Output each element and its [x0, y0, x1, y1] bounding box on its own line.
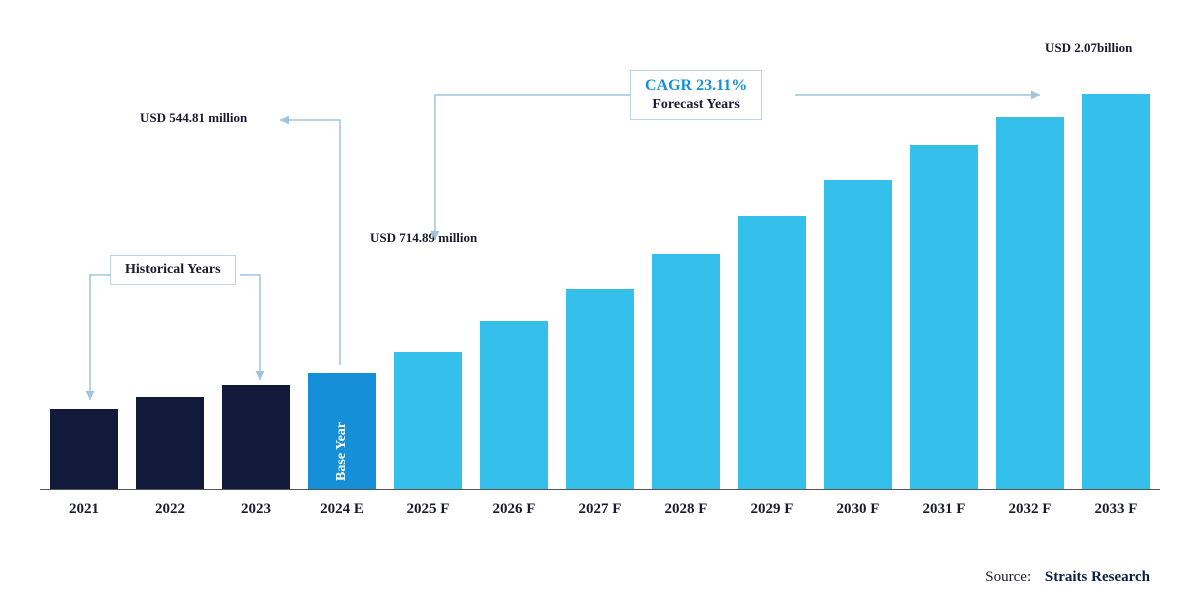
x-label-2029f: 2029 F	[751, 501, 794, 518]
bar-slot-2029f: 2029 F	[738, 70, 806, 489]
x-label-2028f: 2028 F	[665, 501, 708, 518]
x-label-2027f: 2027 F	[579, 501, 622, 518]
bar-2026f	[480, 321, 548, 489]
callout-2023: USD 544.81 million	[140, 110, 247, 126]
x-label-2025f: 2025 F	[407, 501, 450, 518]
bar-2029f	[738, 216, 806, 489]
bar-2022	[136, 397, 204, 489]
bar-slot-2028f: 2028 F	[652, 70, 720, 489]
bar-2031f	[910, 145, 978, 489]
bar-slot-2025f: 2025 F	[394, 70, 462, 489]
bar-2023	[222, 385, 290, 489]
callout-2025: USD 714.89 million	[370, 230, 477, 246]
x-label-2026f: 2026 F	[493, 501, 536, 518]
bar-2033f	[1082, 94, 1150, 489]
bar-2021	[50, 409, 118, 489]
cagr-label: CAGR 23.11%	[645, 77, 747, 95]
bar-2027f	[566, 289, 634, 489]
bar-slot-2031f: 2031 F	[910, 70, 978, 489]
bar-2030f	[824, 180, 892, 489]
bar-slot-2026f: 2026 F	[480, 70, 548, 489]
forecast-years-label: Forecast Years	[645, 97, 747, 113]
x-label-2031f: 2031 F	[923, 501, 966, 518]
chart-area: 202120222023Base Year2024 E2025 F2026 F2…	[40, 30, 1160, 530]
historical-years-box: Historical Years	[110, 255, 236, 285]
x-label-2022: 2022	[155, 501, 185, 518]
x-label-2032f: 2032 F	[1009, 501, 1052, 518]
bar-slot-2032f: 2032 F	[996, 70, 1064, 489]
bar-slot-2024e: Base Year2024 E	[308, 70, 376, 489]
x-label-2030f: 2030 F	[837, 501, 880, 518]
historical-years-label: Historical Years	[125, 262, 221, 278]
source-prefix: Source:	[985, 569, 1031, 585]
bar-slot-2021: 2021	[50, 70, 118, 489]
x-label-2021: 2021	[69, 501, 99, 518]
bar-2024e: Base Year	[308, 373, 376, 489]
x-label-2033f: 2033 F	[1095, 501, 1138, 518]
base-year-label: Base Year	[334, 422, 350, 481]
callout-2033: USD 2.07billion	[1045, 40, 1132, 56]
x-label-2024e: 2024 E	[320, 501, 364, 518]
bar-slot-2030f: 2030 F	[824, 70, 892, 489]
source-line: Source: Straits Research	[985, 569, 1150, 586]
source-name: Straits Research	[1045, 569, 1150, 585]
bar-slot-2033f: 2033 F	[1082, 70, 1150, 489]
bar-2028f	[652, 254, 720, 489]
bar-slot-2027f: 2027 F	[566, 70, 634, 489]
bar-2025f	[394, 352, 462, 489]
x-label-2023: 2023	[241, 501, 271, 518]
forecast-years-box: CAGR 23.11% Forecast Years	[630, 70, 762, 120]
bar-2032f	[996, 117, 1064, 489]
